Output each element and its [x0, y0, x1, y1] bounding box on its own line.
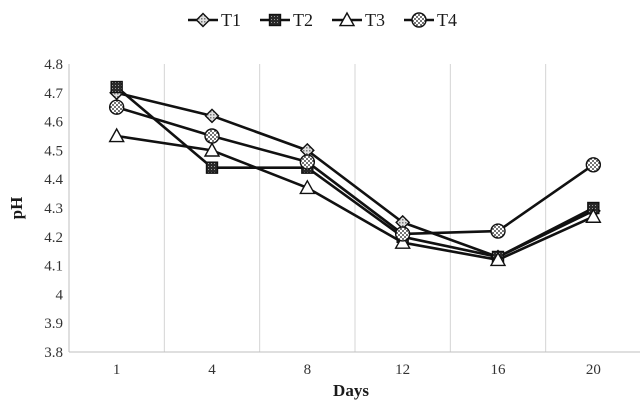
- x-axis-label: Days: [333, 381, 369, 400]
- y-tick-label: 3.9: [44, 316, 63, 332]
- y-tick-label: 4: [56, 287, 64, 303]
- data-point: [108, 127, 125, 143]
- data-point: [110, 80, 123, 94]
- data-point: [299, 179, 316, 195]
- y-tick-label: 4.3: [44, 201, 63, 217]
- data-point: [204, 108, 220, 124]
- data-point: [490, 223, 506, 239]
- x-tick-label: 20: [586, 362, 601, 378]
- grid-lines: [163, 64, 547, 352]
- legend-item: T3: [332, 10, 385, 30]
- legend-item: T4: [404, 10, 457, 30]
- legend: T1 T2 T3 T4: [188, 10, 457, 30]
- series-line: [116, 105, 595, 236]
- y-tick-label: 4.8: [44, 57, 63, 73]
- legend-item: T1: [188, 10, 241, 30]
- legend-marker: [411, 12, 427, 28]
- x-tick-label: 4: [208, 362, 216, 378]
- axes: 3.8 3.9 4 4.1 4.2 4.3 4.4 4.5 4.6 4.7 4.8 1 4 8 12 16 20: [44, 57, 640, 378]
- x-tick-label: 16: [491, 362, 507, 378]
- data-point: [108, 99, 125, 115]
- y-axis-label: pH: [7, 197, 26, 220]
- data-point: [585, 208, 602, 223]
- legend-label: T3: [365, 10, 385, 30]
- data-point: [203, 141, 221, 157]
- legend-label: T4: [437, 10, 457, 30]
- x-tick-label: 8: [304, 362, 312, 378]
- x-tick-label: 1: [113, 362, 121, 378]
- series-line: [116, 134, 594, 262]
- data-point: [299, 154, 316, 170]
- y-tick-label: 4.6: [44, 115, 63, 131]
- legend-marker: [268, 13, 282, 27]
- data-point: [204, 128, 220, 144]
- legend-marker: [195, 12, 211, 28]
- data-point: [489, 251, 507, 267]
- y-tick-label: 4.4: [44, 172, 63, 188]
- data-point: [394, 226, 411, 242]
- legend-label: T1: [221, 10, 241, 30]
- y-tick-label: 4.5: [44, 143, 63, 159]
- data-point: [205, 161, 219, 174]
- data-point: [585, 157, 602, 173]
- series-layer: [108, 80, 602, 267]
- y-tick-label: 3.8: [44, 345, 63, 361]
- y-tick-label: 4.7: [44, 86, 63, 102]
- legend-item: T2: [260, 10, 313, 30]
- legend-marker: [338, 11, 356, 27]
- y-tick-label: 4.2: [44, 230, 63, 246]
- series-line: [115, 86, 594, 259]
- x-tick-label: 12: [395, 362, 410, 378]
- series-t4: [108, 99, 602, 242]
- data-point: [394, 234, 411, 249]
- series-t3: [108, 127, 602, 267]
- legend-label: T2: [293, 10, 313, 30]
- y-tick-label: 4.1: [44, 259, 63, 275]
